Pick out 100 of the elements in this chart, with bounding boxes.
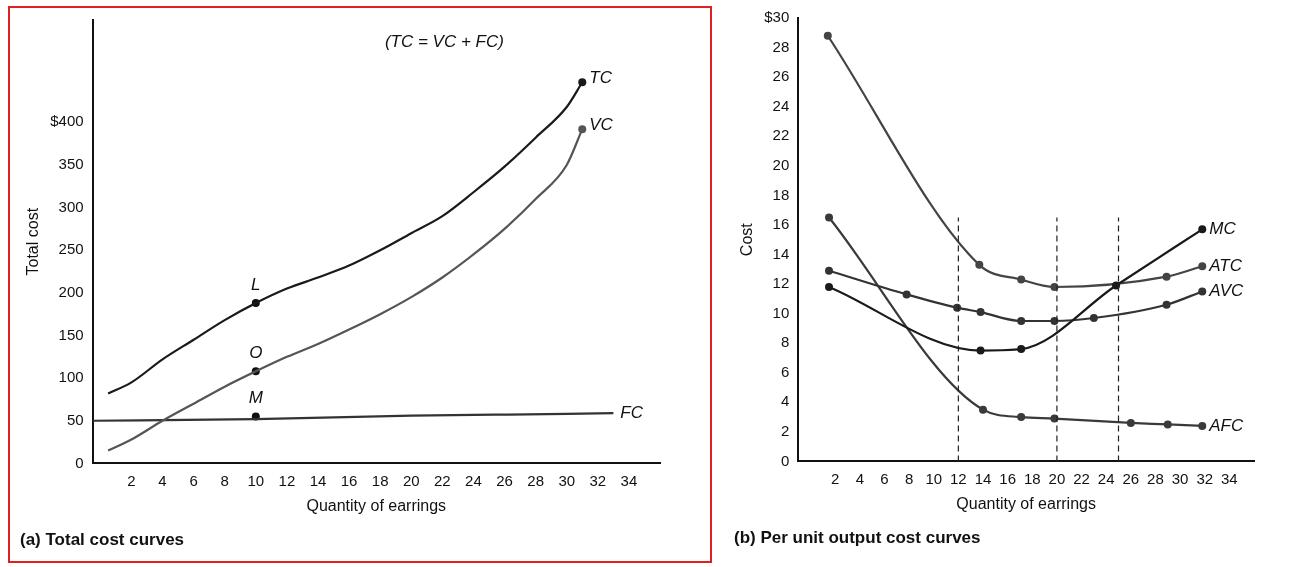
data-label: O xyxy=(249,343,263,363)
series-label: AVC xyxy=(1208,281,1244,301)
x-tick-label: 6 xyxy=(880,469,889,487)
y-tick-label: $30 xyxy=(764,8,790,26)
point xyxy=(1163,420,1172,429)
x-tick-label: 12 xyxy=(950,469,967,487)
y-tick-label: 150 xyxy=(58,325,84,343)
x-tick-label: 2 xyxy=(127,471,136,489)
x-tick-label: 20 xyxy=(402,471,420,489)
point xyxy=(979,405,987,414)
y-tick-label: 26 xyxy=(772,67,790,85)
series-label: AFC xyxy=(1208,415,1244,435)
line-series xyxy=(92,411,615,422)
y-tick-label: 24 xyxy=(772,96,790,114)
point xyxy=(1198,262,1207,271)
x-tick-label: 20 xyxy=(1048,469,1066,487)
text: (b) Per unit output cost curves xyxy=(734,528,981,548)
point xyxy=(1017,413,1026,422)
point xyxy=(825,213,834,222)
point xyxy=(1112,281,1121,290)
y-tick-label: 0 xyxy=(75,453,84,471)
x-axis-title: Quantity of earrings xyxy=(956,495,1096,513)
series-label: MC xyxy=(1209,219,1237,239)
point xyxy=(1162,272,1171,281)
x-tick-label: 6 xyxy=(189,471,198,489)
x-tick-label: 22 xyxy=(434,471,451,489)
y-tick-label: 0 xyxy=(780,451,790,469)
y-tick-label: 20 xyxy=(772,155,790,173)
x-tick-label: 24 xyxy=(1097,469,1115,487)
x-tick-label: 14 xyxy=(974,469,992,487)
y-tick-label: 22 xyxy=(772,126,790,144)
x-tick-label: 14 xyxy=(309,471,327,489)
x-tick-label: 4 xyxy=(855,469,864,487)
x-tick-label: 26 xyxy=(1122,469,1140,487)
x-tick-label: 18 xyxy=(371,471,389,489)
y-axis-title: Cost xyxy=(738,222,756,257)
point xyxy=(1017,345,1026,354)
y-tick-label: 250 xyxy=(58,240,84,258)
data-label: M xyxy=(248,388,264,408)
point xyxy=(825,283,834,291)
point xyxy=(1017,316,1026,325)
point xyxy=(578,78,587,87)
y-tick-label: $400 xyxy=(50,112,84,130)
point xyxy=(976,346,985,355)
x-tick-label: 32 xyxy=(589,471,607,489)
x-tick-label: 10 xyxy=(247,471,265,489)
point xyxy=(976,308,985,317)
point xyxy=(1198,225,1207,234)
y-tick-label: 18 xyxy=(772,185,790,203)
x-tick-label: 24 xyxy=(465,471,482,489)
x-tick-label: 28 xyxy=(527,471,544,489)
point xyxy=(825,266,834,275)
x-tick-label: 18 xyxy=(1023,469,1041,487)
y-tick-label: 200 xyxy=(58,283,84,300)
x-tick-label: 16 xyxy=(340,471,358,489)
series-label: VC xyxy=(589,114,614,134)
series-label: FC xyxy=(620,402,644,422)
x-tick-label: 34 xyxy=(620,471,638,489)
x-tick-label: 30 xyxy=(558,471,576,489)
x-tick-label: 22 xyxy=(1073,469,1090,487)
y-tick-label: 4 xyxy=(780,392,790,410)
point xyxy=(1198,287,1207,296)
data-label: L xyxy=(251,274,261,294)
y-tick-label: 8 xyxy=(780,333,790,351)
y-tick-label: 100 xyxy=(58,368,84,386)
point xyxy=(1162,300,1171,309)
x-tick-label: 10 xyxy=(925,469,943,487)
x-tick-label: 30 xyxy=(1171,469,1189,487)
y-tick-label: 2 xyxy=(780,421,790,439)
x-axis-title: Quantity of earrings xyxy=(306,497,447,515)
point xyxy=(1126,418,1135,427)
x-tick-label: 8 xyxy=(904,469,914,487)
x-tick-label: 32 xyxy=(1196,469,1214,487)
x-tick-label: 12 xyxy=(278,471,296,489)
point xyxy=(1050,316,1059,325)
text: (a) Total cost curves xyxy=(20,530,185,550)
annotation: (TC = VC + FC) xyxy=(384,31,504,51)
y-axis-title: Total cost xyxy=(24,207,42,276)
point xyxy=(902,290,911,299)
x-tick-label: 34 xyxy=(1221,469,1238,487)
x-tick-label: 8 xyxy=(220,471,229,489)
x-tick-label: 28 xyxy=(1147,469,1164,487)
series-label: ATC xyxy=(1208,256,1243,276)
y-tick-label: 6 xyxy=(780,362,790,380)
series-label: TC xyxy=(589,67,613,87)
point xyxy=(1017,275,1026,284)
y-tick-label: 50 xyxy=(66,410,84,428)
y-tick-label: 10 xyxy=(772,303,790,321)
y-tick-label: 350 xyxy=(58,155,84,173)
x-tick-label: 4 xyxy=(158,471,167,489)
point xyxy=(975,260,984,269)
y-tick-label: 16 xyxy=(772,215,790,233)
point xyxy=(578,125,587,134)
y-tick-label: 14 xyxy=(772,244,790,262)
y-tick-label: 300 xyxy=(58,197,84,215)
x-tick-label: 16 xyxy=(999,469,1016,487)
y-tick-label: 28 xyxy=(772,37,790,55)
x-tick-label: 2 xyxy=(831,469,840,487)
point xyxy=(823,31,832,40)
y-tick-label: 12 xyxy=(772,274,790,292)
